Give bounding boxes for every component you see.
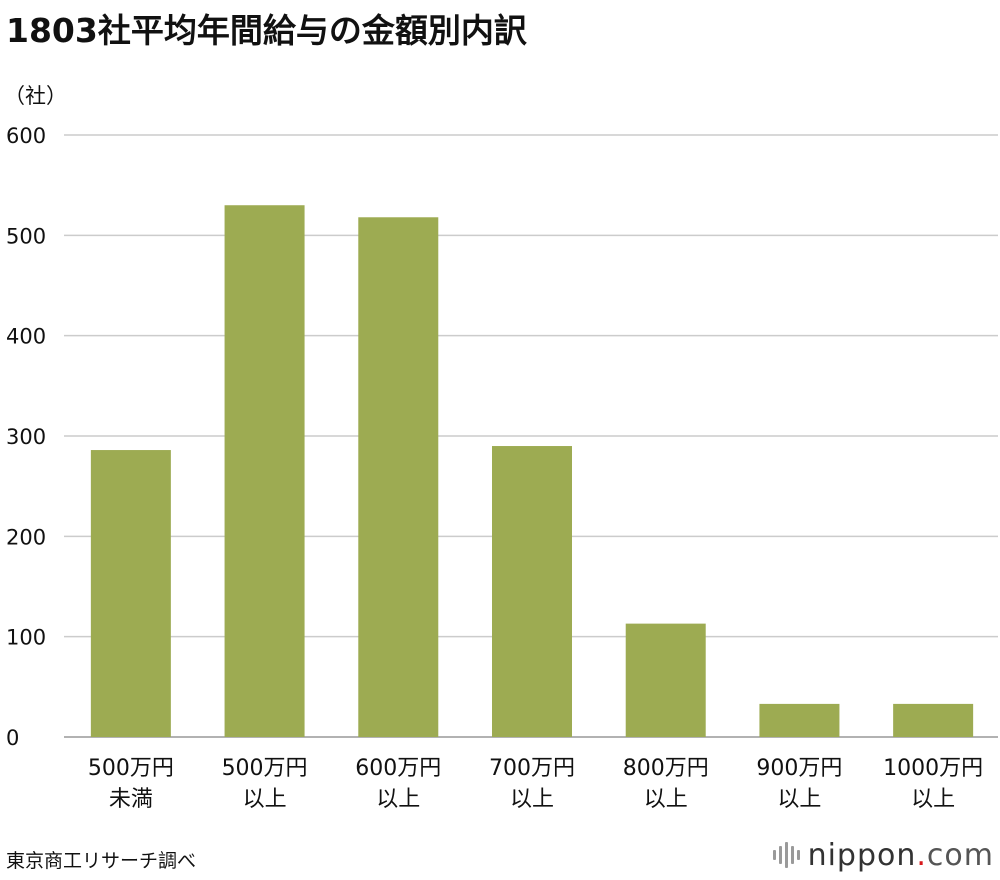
x-tick-label: 以上 <box>376 787 420 812</box>
bar <box>358 217 439 738</box>
logo-bars-icon <box>772 842 800 868</box>
logo-wordmark: nippon.com <box>808 838 994 873</box>
bar <box>893 703 974 737</box>
x-tick-label: 以上 <box>243 787 287 812</box>
y-axis-unit-label: （社） <box>4 84 67 108</box>
y-tick-label: 600 <box>6 124 46 148</box>
bar <box>224 205 305 737</box>
bar <box>759 703 840 737</box>
logo-name: nippon <box>807 837 917 873</box>
x-tick-label: 以上 <box>911 787 955 812</box>
x-tick-label: 900万円 <box>756 756 842 781</box>
source-note: 東京商工リサーチ調べ <box>6 850 197 872</box>
chart-title: 1803社平均年間給与の金額別内訳 <box>6 11 527 50</box>
bar <box>492 446 572 737</box>
nippon-com-logo: nippon.com <box>772 838 994 873</box>
x-tick-label: 以上 <box>510 787 554 812</box>
bar <box>625 623 706 737</box>
y-tick-label: 100 <box>6 626 46 650</box>
x-tick-label: 600万円 <box>355 756 441 781</box>
x-tick-label: 700万円 <box>489 756 575 781</box>
y-tick-label: 0 <box>6 726 19 750</box>
y-tick-label: 300 <box>6 425 46 449</box>
x-tick-label: 1000万円 <box>883 756 983 781</box>
logo-tld: com <box>926 837 994 873</box>
y-tick-label: 200 <box>6 525 46 549</box>
x-tick-label: 800万円 <box>623 756 709 781</box>
bar <box>90 450 171 737</box>
logo-dot: . <box>916 837 927 873</box>
x-tick-label: 500万円 <box>88 756 174 781</box>
y-tick-label: 400 <box>6 325 46 349</box>
x-tick-label: 未満 <box>109 787 153 812</box>
x-tick-label: 以上 <box>644 787 688 812</box>
y-tick-label: 500 <box>6 224 46 248</box>
x-tick-label: 以上 <box>777 787 821 812</box>
x-tick-label: 500万円 <box>222 756 308 781</box>
